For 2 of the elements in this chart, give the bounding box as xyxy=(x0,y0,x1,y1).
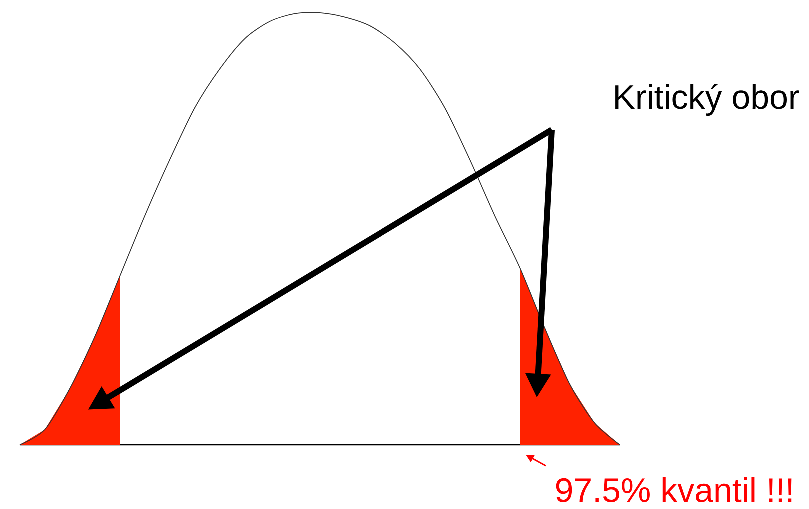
annotation: Kritický obor xyxy=(616,84,800,116)
text: 97.5% kvantil !!! xyxy=(556,477,792,502)
